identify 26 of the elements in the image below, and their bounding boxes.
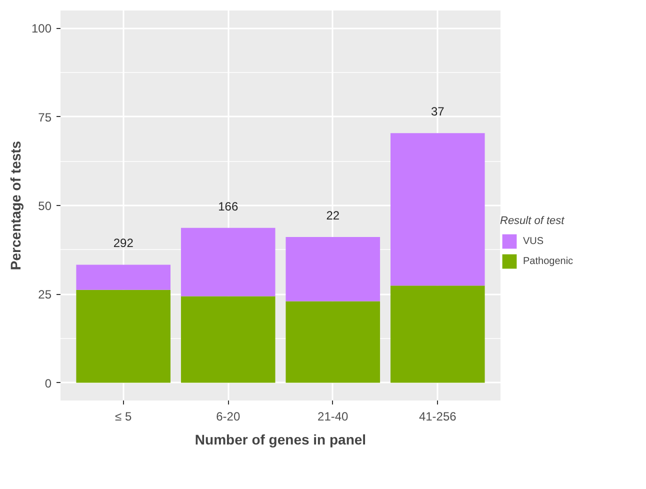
x-tick-label: 21-40 — [318, 410, 349, 424]
y-tick-label: 75 — [38, 110, 52, 124]
x-tick-label: 41-256 — [418, 410, 457, 424]
legend-label: VUS — [523, 236, 544, 246]
bar — [286, 237, 380, 302]
bar — [180, 296, 276, 383]
bar — [76, 264, 170, 290]
legend-title: Result of test — [500, 215, 566, 227]
x-tick-label: 6-20 — [216, 410, 240, 424]
legend-label: Pathogenic — [523, 256, 574, 266]
x-axis-title: Number of genes in panel — [194, 432, 366, 448]
y-tick-label: 50 — [38, 199, 52, 213]
annotation: 37 — [430, 104, 445, 119]
y-axis-title: Percentage of tests — [7, 140, 24, 270]
x-tick-label: ≤ 5 — [115, 410, 132, 424]
bar — [180, 228, 276, 296]
annotation: 22 — [326, 208, 340, 223]
annotation: 166 — [218, 199, 238, 214]
y-tick-label: 100 — [31, 22, 52, 36]
bar — [76, 290, 170, 383]
bar — [390, 286, 485, 383]
y-tick-label: 25 — [38, 288, 52, 302]
bar — [390, 133, 485, 286]
annotation: 292 — [113, 236, 134, 250]
y-tick-label: 0 — [44, 376, 52, 390]
bar — [286, 301, 380, 383]
